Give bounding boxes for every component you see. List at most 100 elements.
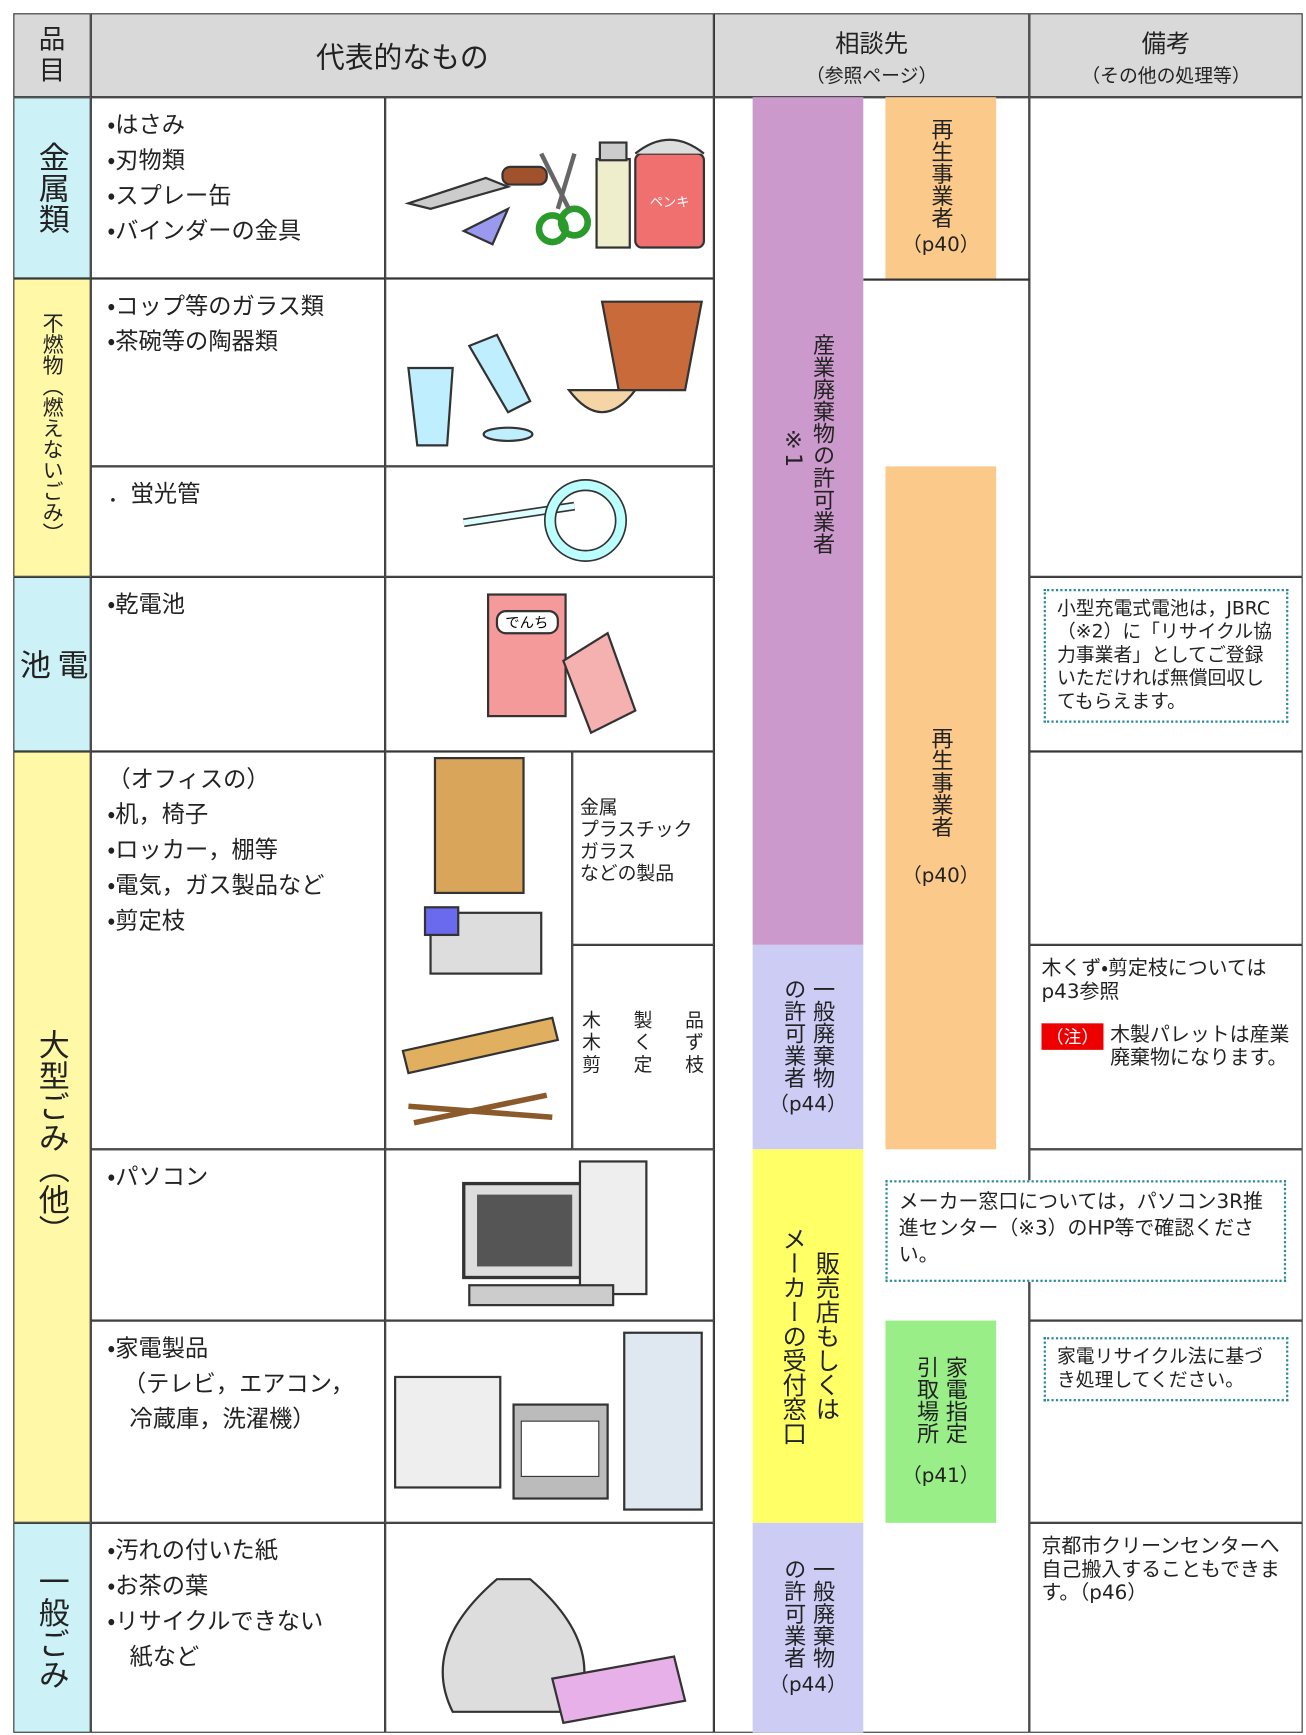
pc-remark: メーカー窓口については，パソコン3R推進センター（※3）のHP等で確認ください。 — [885, 1180, 1287, 1282]
header-cell: 相談先 （参照ページ） — [713, 13, 1030, 98]
illustration-cell — [385, 751, 573, 1150]
remarks-cell — [1029, 97, 1303, 577]
material: ガラス — [579, 840, 637, 864]
item-cell: ．蛍光管 — [90, 466, 386, 577]
item: （テレビ，エアコン， — [122, 1370, 355, 1397]
illustration-cell — [385, 466, 714, 577]
header-consultation-note: （参照ページ） — [805, 64, 938, 87]
item: ・ロッカー，棚等 — [107, 836, 278, 864]
illustration-cell: でんち — [385, 576, 714, 752]
header-cell: 品目 — [13, 13, 91, 98]
consultation-bar: 産業廃棄物の許可業者 ※1 — [752, 97, 864, 945]
item: ・パソコン — [107, 1163, 209, 1191]
consultation-note: ※1 — [780, 426, 807, 468]
material: などの製品 — [579, 863, 675, 886]
material: 剪定枝 — [582, 1054, 704, 1077]
consultation-label: 産業廃棄物の許可業者 — [809, 333, 836, 555]
category: 大型ごみ（他） — [34, 1028, 71, 1246]
remarks-cell: 小型充電式電池は，JBRC（※2）に「リサイクル協力事業者」としてご登録いただけ… — [1029, 576, 1303, 752]
material: 金属 — [579, 796, 618, 819]
illustration-label: ペンキ — [650, 196, 690, 211]
material: プラスチック — [579, 818, 693, 841]
remark: 木製パレットは産業廃棄物になります。 — [1110, 1023, 1290, 1070]
header-cell: 代表的なもの — [90, 13, 714, 98]
illustration: でんち — [486, 593, 637, 735]
consultation-label: の許可業者 — [780, 977, 807, 1088]
illustration: ペンキ — [404, 138, 706, 249]
illustration-cell — [385, 1522, 714, 1733]
remark: 木くず・剪定枝についてはp43参照 — [1041, 957, 1267, 1004]
category: 金属類 — [34, 141, 71, 235]
material: 木製品 — [582, 1010, 704, 1033]
item: ・剪定枝 — [107, 907, 185, 934]
item: ・電気，ガス製品など — [107, 871, 325, 899]
consultation-bar: 一般廃棄物 の許可業者 （p44） — [752, 1522, 864, 1733]
item-cell: ・家電製品 （テレビ，エアコン， 冷蔵庫，洗濯機） — [90, 1320, 386, 1523]
header-remarks: 備考 — [1141, 30, 1191, 59]
item-cell: ・汚れの付いた紙 ・お茶の葉・リサイクルできない紙など — [90, 1522, 386, 1733]
category-cell: 電池 — [13, 576, 91, 752]
item: ・茶碗等の陶器類 — [107, 328, 278, 355]
consultation-page: （p41） — [901, 1463, 980, 1487]
item: 紙など — [129, 1643, 200, 1670]
item: ・汚れの付いた紙 — [107, 1537, 278, 1564]
consultation-page: （p40） — [901, 233, 980, 257]
consultation-label: 一般廃棄物 — [809, 977, 836, 1088]
item: （オフィスの） — [107, 765, 270, 793]
illustration — [407, 300, 704, 447]
header-consultation: 相談先 — [835, 30, 909, 59]
illustration-cell — [385, 278, 714, 467]
consultation-label: 再生事業者 — [927, 727, 955, 838]
item: ・刃物類 — [107, 146, 185, 174]
illustration — [394, 1331, 703, 1511]
category: 一般ごみ — [34, 1565, 71, 1690]
consultation-bar: 一般廃棄物 の許可業者 （p44） — [752, 944, 864, 1150]
material: 木くず — [582, 1032, 704, 1055]
item: ・スプレー缶 — [107, 182, 232, 209]
remarks-cell: 京都市クリーンセンターへ自己搬入することもできます。（p46） — [1029, 1522, 1303, 1733]
remarks-cell: 木くず・剪定枝についてはp43参照 （注） 木製パレットは産業廃棄物になります。 — [1029, 944, 1303, 1150]
illustration-cell: ペンキ — [385, 97, 714, 279]
item: ・リサイクルできない — [107, 1607, 324, 1635]
caution-badge: （注） — [1041, 1023, 1104, 1050]
consultation-bar: 再生事業者 （p40） — [885, 97, 997, 279]
item-cell: ・乾電池 — [90, 576, 386, 752]
illustration — [401, 756, 560, 1126]
consultation-column — [713, 97, 1030, 1733]
category-cell: 一般ごみ — [13, 1522, 91, 1733]
illustration-label: でんち — [505, 615, 548, 632]
header-remarks-note: （その他の処理等） — [1081, 64, 1251, 87]
remark: 京都市クリーンセンターへ自己搬入することもできます。（p46） — [1041, 1534, 1280, 1605]
illustration — [462, 1160, 648, 1307]
item: ・家電製品 — [107, 1334, 209, 1362]
illustration — [463, 479, 628, 562]
category-cell: 大型ごみ（他） — [13, 751, 91, 1523]
consultation-label: 家電指定 — [941, 1355, 969, 1444]
item-cell: ・パソコン — [90, 1149, 386, 1321]
illustration-cell — [385, 1149, 714, 1321]
item: 冷蔵庫，洗濯機） — [129, 1405, 316, 1433]
consultation-label: 引取場所 — [913, 1355, 940, 1444]
consultation-bar: 家電指定 引取場所 （p41） — [885, 1320, 997, 1523]
remarks-cell: 家電リサイクル法に基づき処理してください。 — [1029, 1320, 1303, 1523]
consultation-bar: 販売店もしくは メーカーの受付窓口 — [752, 1149, 864, 1523]
material-cell: 金属 プラスチック ガラス などの製品 — [572, 751, 714, 945]
item: ・コップ等のガラス類 — [107, 292, 324, 320]
item-cell: ・はさみ ・刃物類 ・スプレー缶 ・バインダーの金具 — [90, 97, 386, 279]
consultation-page: （p44） — [769, 1092, 847, 1116]
consultation-page: （p44） — [769, 1673, 847, 1697]
illustration — [441, 1578, 687, 1725]
item: ・机，椅子 — [107, 801, 209, 828]
illustration-cell — [385, 1320, 714, 1523]
item: ・はさみ — [107, 111, 185, 139]
consultation-page: （p40） — [901, 864, 980, 888]
item: ・お茶の葉 — [107, 1572, 209, 1600]
consultation-label: 一般廃棄物 — [809, 1558, 836, 1669]
consultation-label: 再生事業者 — [927, 118, 955, 229]
header-representative: 代表的なもの — [315, 41, 489, 75]
remarks-cell — [1029, 751, 1303, 945]
category-cell: 不燃物（燃えないごみ） — [13, 278, 91, 577]
item: ．蛍光管 — [107, 480, 201, 508]
